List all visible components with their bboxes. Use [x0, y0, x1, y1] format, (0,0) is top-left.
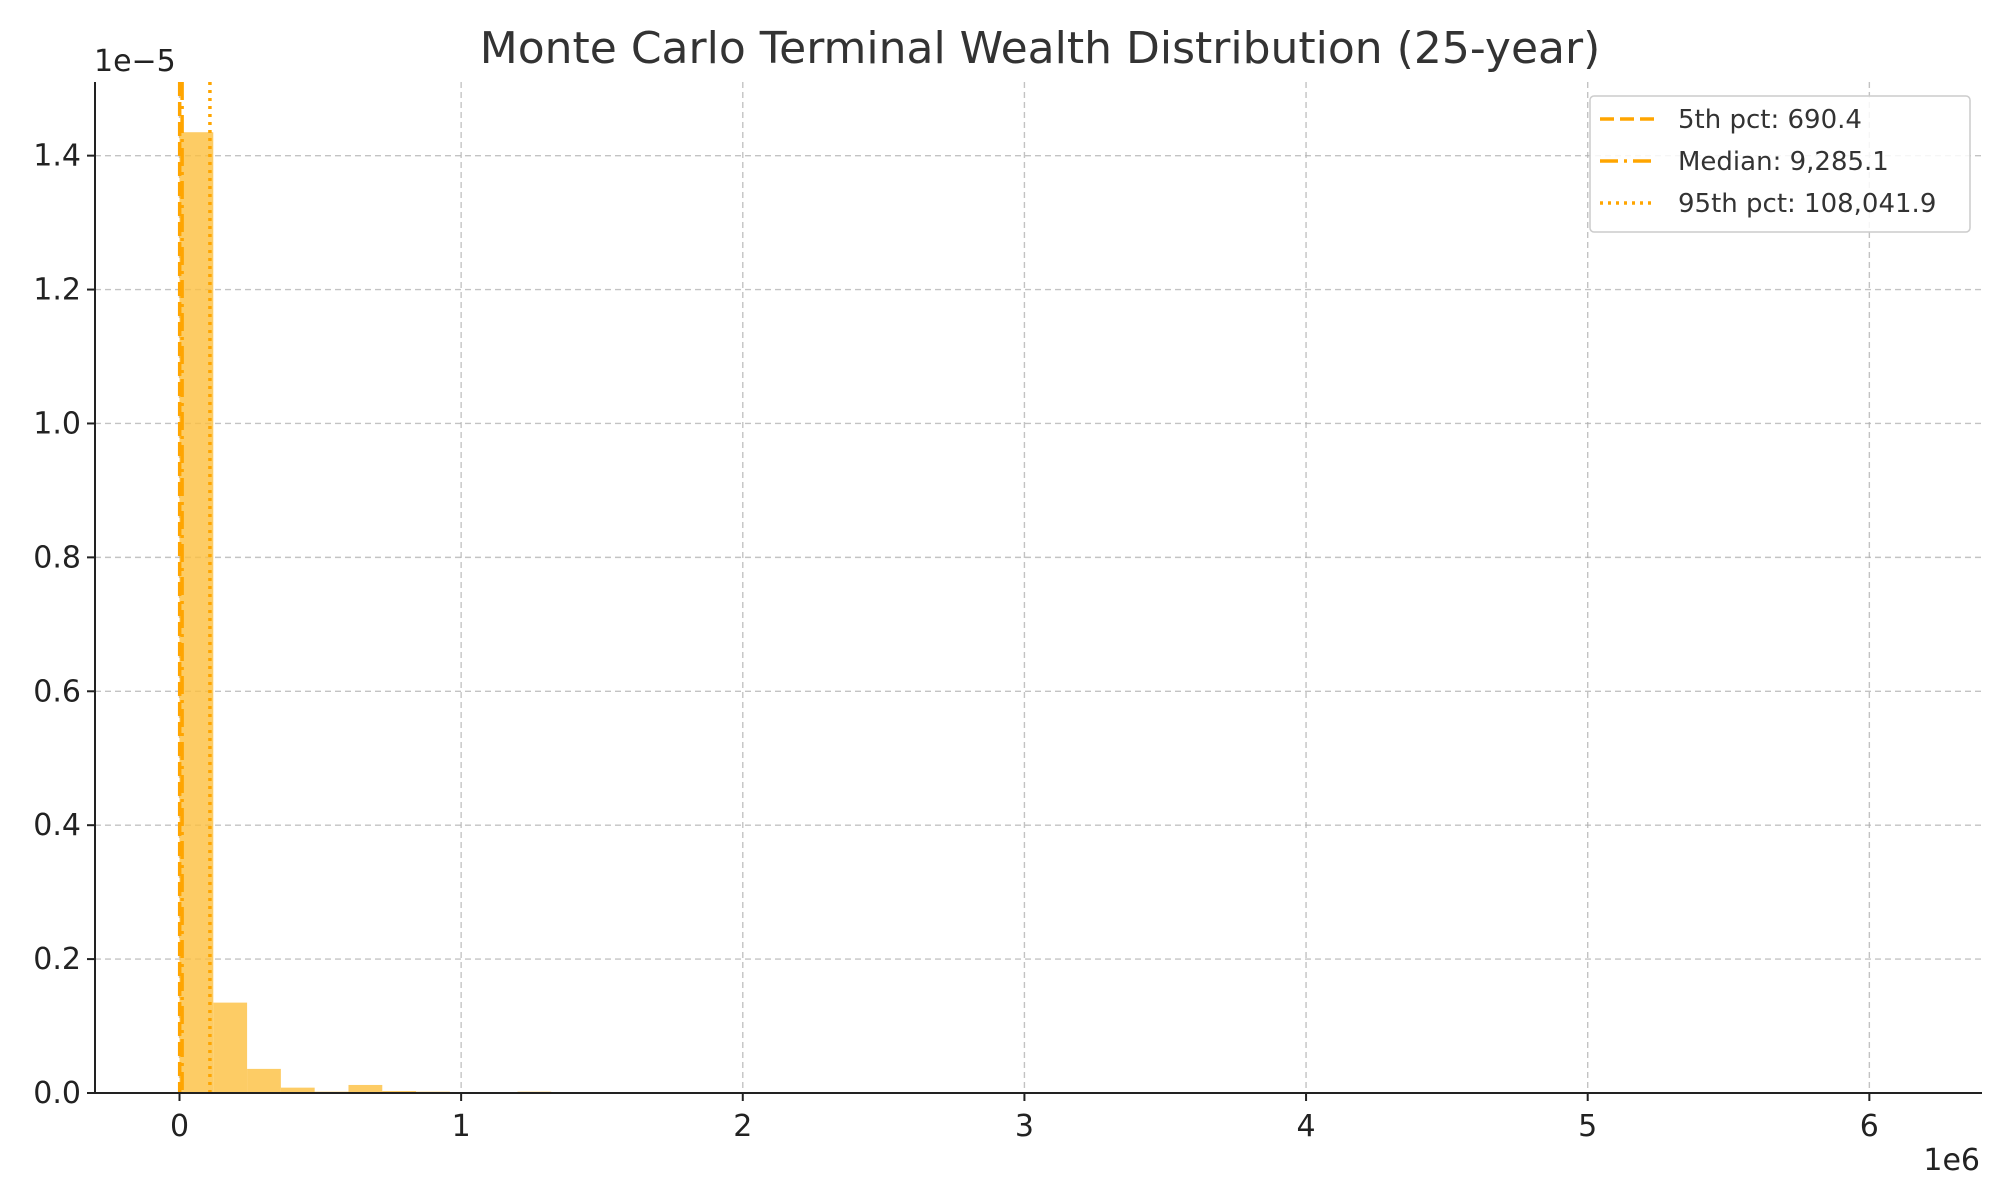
grid-lines	[95, 82, 1982, 1094]
y-tick-label: 0.4	[33, 808, 81, 843]
legend-label: Median: 9,285.1	[1678, 147, 1889, 177]
y-tick-label: 0.6	[33, 674, 81, 709]
histogram-bar	[247, 1068, 281, 1093]
chart-title: Monte Carlo Terminal Wealth Distribution…	[480, 23, 1601, 74]
x-tick-label: 5	[1578, 1109, 1597, 1144]
histogram-bar	[348, 1084, 383, 1093]
legend-label: 95th pct: 108,041.9	[1678, 189, 1936, 219]
x-tick-label: 4	[1297, 1109, 1316, 1144]
histogram-bar	[213, 1002, 248, 1093]
histogram-bar	[179, 132, 214, 1094]
histogram-bars	[179, 132, 1904, 1094]
y-tick-label: 1.4	[33, 139, 81, 174]
legend-box	[1589, 95, 1971, 233]
y-tick-label: 0.8	[33, 540, 81, 575]
legend-label: 5th pct: 690.4	[1678, 105, 1862, 135]
y-tick-label: 1.0	[33, 406, 81, 441]
histogram-bar	[280, 1087, 315, 1093]
x-tick-label: 3	[1015, 1109, 1034, 1144]
x-tick-label: 6	[1860, 1109, 1879, 1144]
legend: 5th pct: 690.4 Median: 9,285.1 95th pct: 1…	[1589, 95, 1971, 233]
x-tick-label: 0	[170, 1109, 189, 1144]
y-tick-label: 1.2	[33, 273, 81, 308]
y-offset-label: 1e−5	[94, 44, 176, 79]
x-offset-label: 1e6	[1923, 1143, 1980, 1178]
x-tick-label: 2	[733, 1109, 752, 1144]
axes: 0 1 2 3 4 5 6 0.0 0.2 0.4 0.6 0.8 1.0 1.2 1.4	[33, 82, 1982, 1144]
y-tick-label: 0.2	[33, 942, 81, 977]
histogram-bar	[382, 1090, 417, 1093]
x-tick-label: 1	[452, 1109, 471, 1144]
percentile-lines	[177, 82, 212, 1093]
y-tick-label: 0.0	[33, 1076, 81, 1111]
